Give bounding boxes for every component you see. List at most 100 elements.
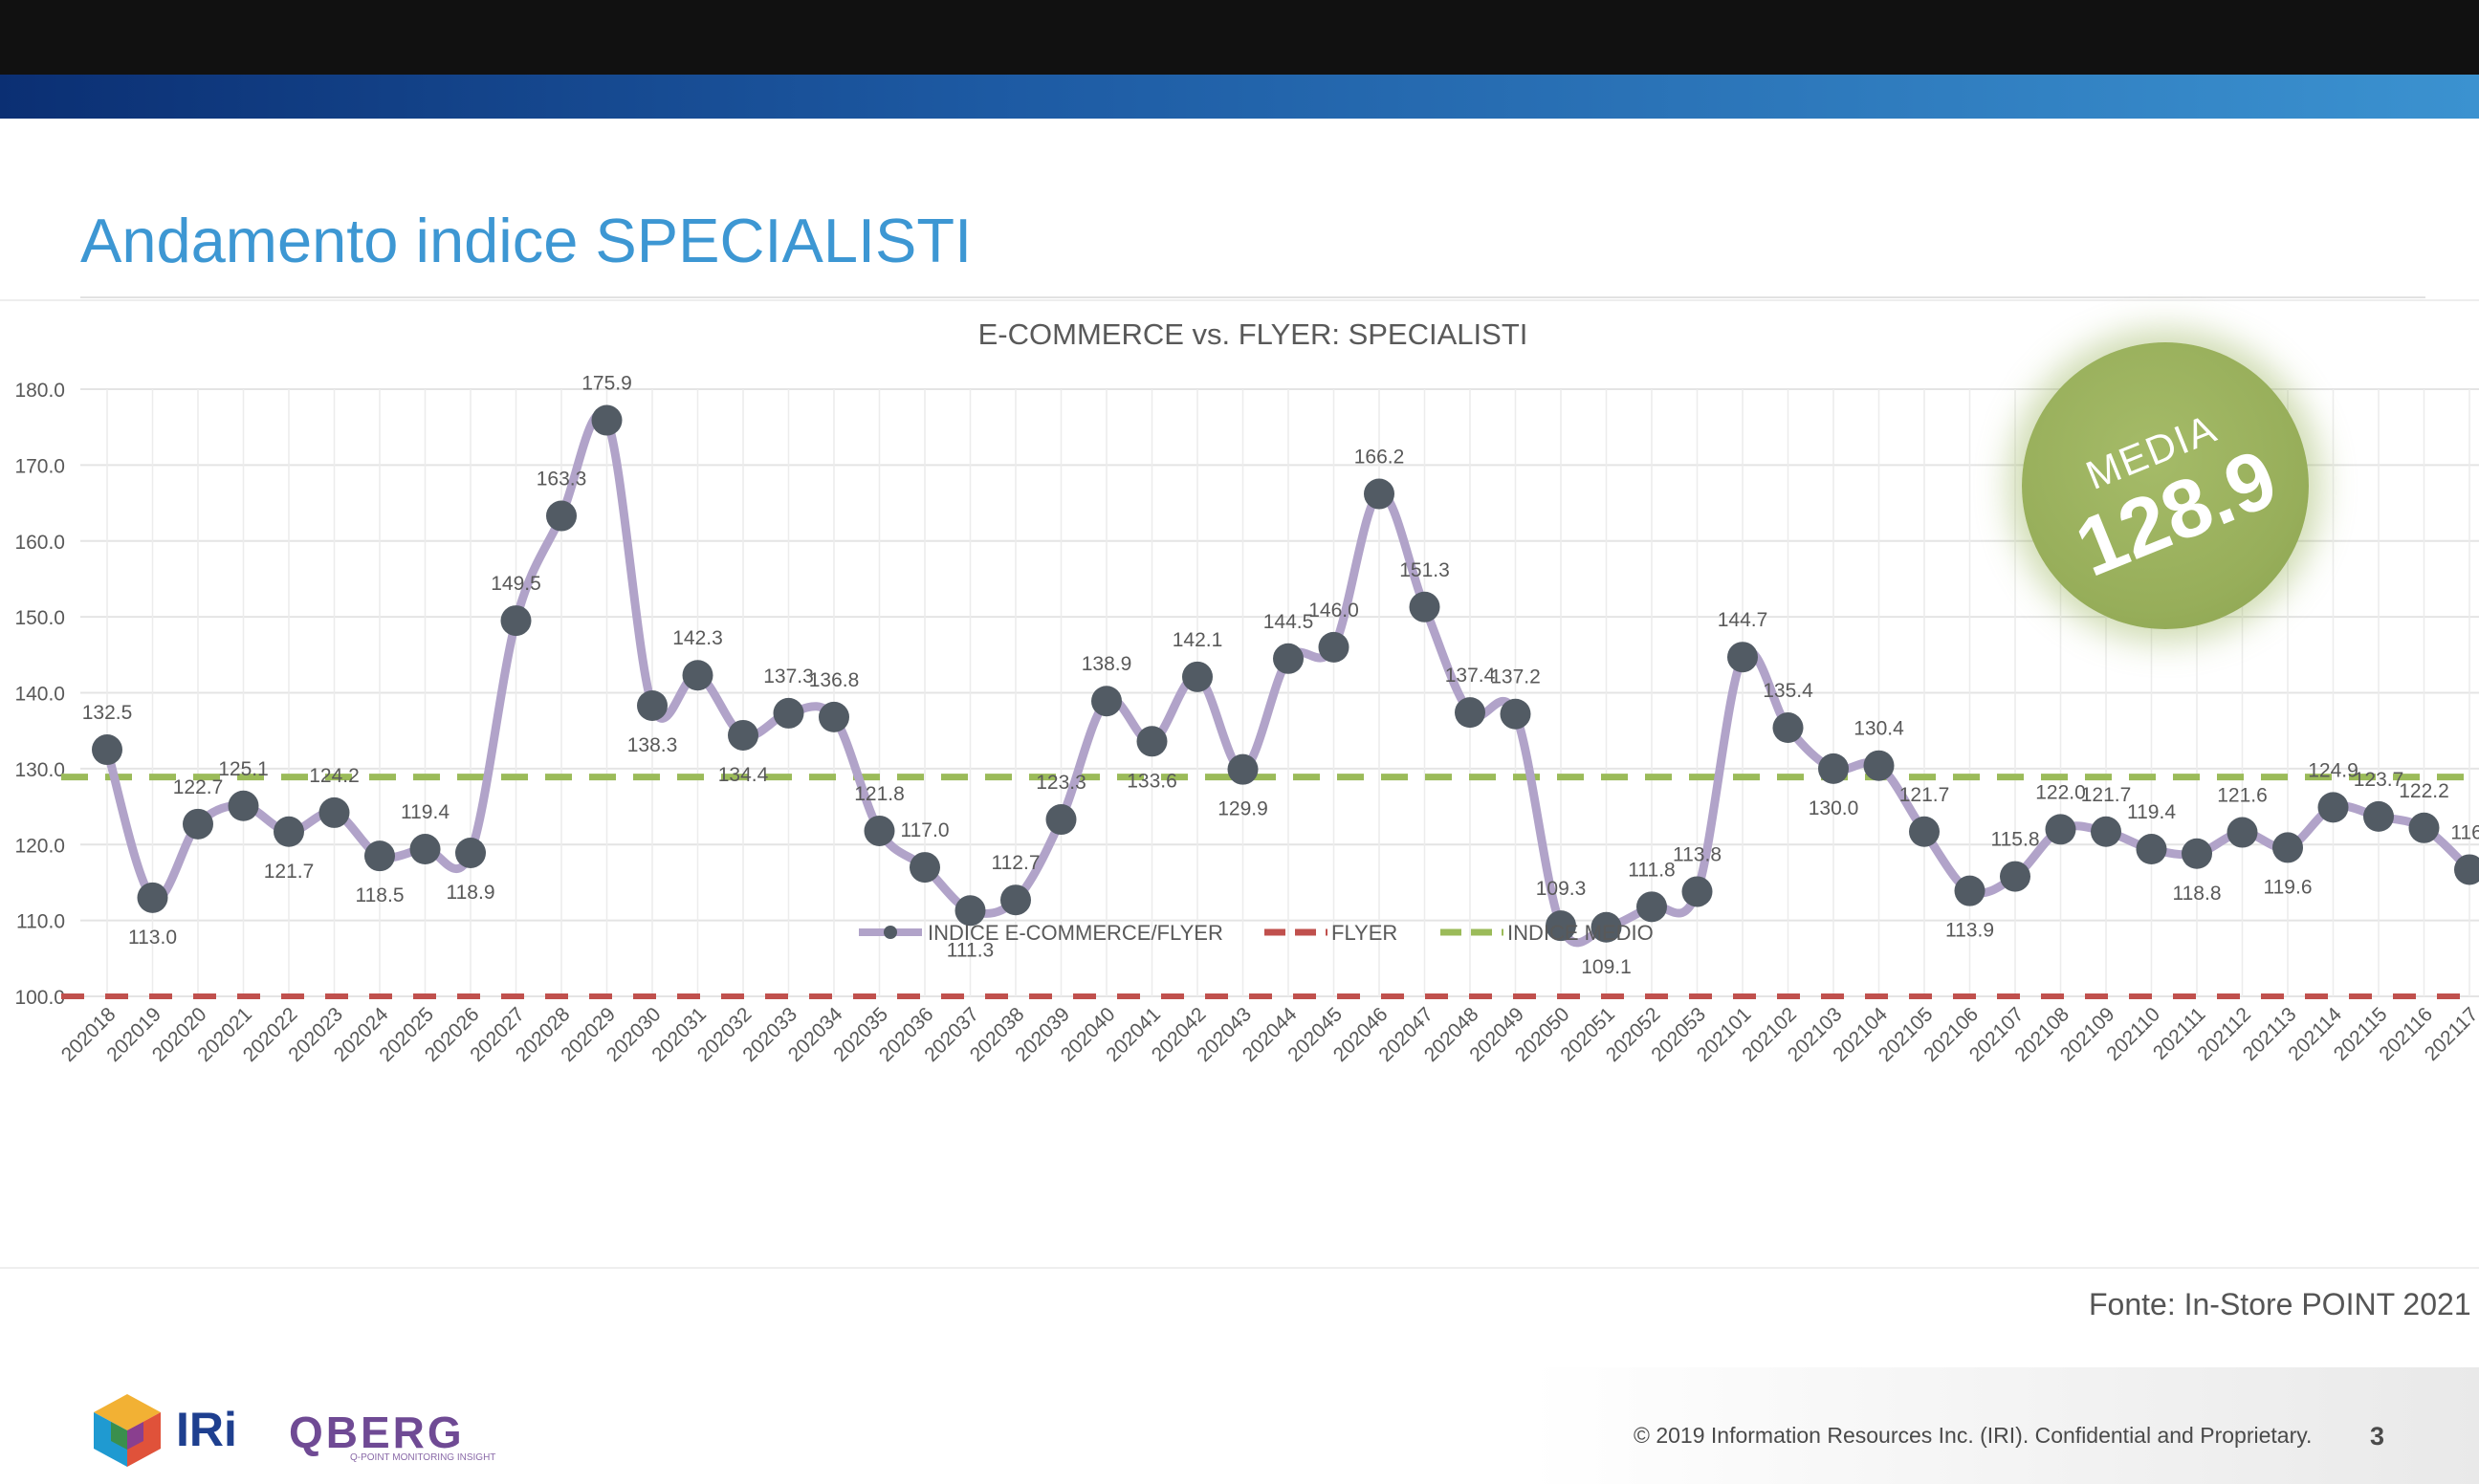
data-point: [1409, 591, 1440, 622]
data-label: 137.3: [763, 666, 814, 687]
data-point: [819, 701, 849, 732]
page-number: 3: [2370, 1422, 2385, 1451]
header-blue-bar: [0, 75, 2479, 119]
data-point: [1182, 661, 1213, 692]
qberg-logo: QBERG Q-POINT MONITORING INSIGHT: [289, 1409, 495, 1463]
data-point: [1364, 478, 1394, 510]
data-label: 132.5: [82, 702, 133, 724]
data-point: [2182, 838, 2212, 869]
copyright-text: © 2019 Information Resources Inc. (IRI).…: [1634, 1423, 2313, 1448]
data-label: 175.9: [581, 373, 632, 395]
chart-area: E-COMMERCE vs. FLYER: SPECIALISTI 100.0 11…: [0, 299, 2479, 1269]
data-point: [228, 790, 259, 821]
data-point: [1000, 884, 1031, 916]
data-point: [1091, 686, 1122, 717]
data-point: [1681, 876, 1713, 907]
data-point: [1591, 911, 1622, 943]
data-label: 129.9: [1218, 798, 1268, 820]
data-label: 117.0: [901, 819, 950, 841]
data-point: [2091, 816, 2121, 847]
data-label: 113.9: [1945, 920, 1994, 942]
data-label: 146.0: [1308, 600, 1359, 622]
y-tick-label: 160.0: [14, 532, 65, 554]
data-label: 122.2: [2399, 780, 2449, 802]
chart-legend: INDICE E-COMMERCE/FLYER FLYER INDICE MEDIO: [859, 921, 1654, 945]
line-chart: E-COMMERCE vs. FLYER: SPECIALISTI 100.0 11…: [14, 317, 2479, 1066]
data-point: [864, 815, 895, 846]
data-label: 124.9: [2308, 759, 2358, 781]
data-label: 121.7: [2081, 784, 2132, 806]
legend-marker-ecommerce: [884, 926, 897, 939]
iri-cube-icon: [94, 1394, 161, 1467]
data-label: 112.7: [992, 852, 1041, 874]
data-point: [1227, 753, 1259, 785]
legend-label-indice-medio: INDICE MEDIO: [1507, 921, 1654, 945]
data-point: [1045, 804, 1077, 836]
data-point: [2000, 861, 2030, 892]
data-point: [1136, 726, 1168, 757]
data-label: 122.7: [173, 776, 224, 798]
data-label: 137.2: [1490, 666, 1541, 688]
data-label: 133.6: [1127, 770, 1177, 792]
legend-label-ecommerce: INDICE E-COMMERCE/FLYER: [928, 921, 1223, 945]
data-label: 163.3: [537, 469, 587, 491]
data-label: 115.8: [1991, 829, 2040, 851]
y-tick-label: 130.0: [14, 759, 65, 781]
data-label: 121.7: [1899, 784, 1950, 806]
data-label: 119.6: [2264, 876, 2313, 898]
data-label: 121.8: [854, 783, 905, 805]
data-label: 130.0: [1809, 797, 1859, 819]
data-label: 113.8: [1673, 843, 1722, 865]
chart-title: E-COMMERCE vs. FLYER: SPECIALISTI: [978, 317, 1528, 351]
data-point: [2272, 832, 2303, 863]
data-point: [2408, 812, 2440, 843]
y-tick-label: 110.0: [16, 911, 65, 933]
data-point: [500, 605, 532, 637]
data-label: 166.2: [1354, 447, 1405, 469]
data-point: [2363, 800, 2394, 832]
data-point: [1863, 750, 1895, 781]
data-point: [92, 734, 122, 766]
data-label: 142.3: [672, 627, 723, 649]
data-point: [1636, 891, 1667, 923]
qberg-logo-text: QBERG: [289, 1409, 465, 1457]
data-point: [954, 895, 986, 927]
slide-title: Andamento indice SPECIALISTI: [80, 206, 973, 275]
data-point: [183, 808, 213, 840]
data-point: [455, 837, 486, 868]
data-label: 134.4: [718, 764, 769, 786]
y-tick-label: 150.0: [14, 607, 65, 629]
data-point: [1546, 910, 1576, 942]
data-point: [274, 816, 304, 847]
data-label: 119.4: [401, 801, 450, 823]
data-label: 142.1: [1173, 629, 1223, 651]
data-label: 137.4: [1445, 665, 1496, 687]
title-divider: [80, 296, 2425, 298]
data-point: [773, 697, 804, 729]
data-label: 138.3: [627, 734, 678, 756]
data-label: 124.2: [309, 765, 360, 787]
data-point: [2454, 854, 2479, 885]
data-label: 136.8: [809, 669, 860, 691]
data-label: 135.4: [1763, 680, 1813, 702]
y-tick-label: 100.0: [14, 987, 65, 1009]
data-label: 123.3: [1036, 772, 1086, 794]
data-label: 149.5: [491, 573, 541, 595]
top-black-bar: [0, 0, 2479, 75]
data-label: 123.7: [2354, 769, 2404, 791]
data-point: [1727, 642, 1758, 673]
data-point: [1954, 875, 1985, 906]
data-point: [1818, 753, 1849, 784]
y-tick-label: 140.0: [14, 684, 65, 706]
data-label: 109.1: [1581, 956, 1632, 978]
data-point: [546, 500, 577, 532]
data-point: [1772, 712, 1804, 744]
data-point: [910, 852, 940, 884]
data-point: [318, 797, 350, 828]
data-label: 144.7: [1718, 609, 1768, 631]
y-tick-label: 180.0: [14, 380, 65, 402]
data-label: 118.9: [447, 882, 495, 904]
data-point: [2317, 792, 2349, 823]
data-point: [2227, 817, 2258, 848]
data-point: [364, 840, 395, 872]
